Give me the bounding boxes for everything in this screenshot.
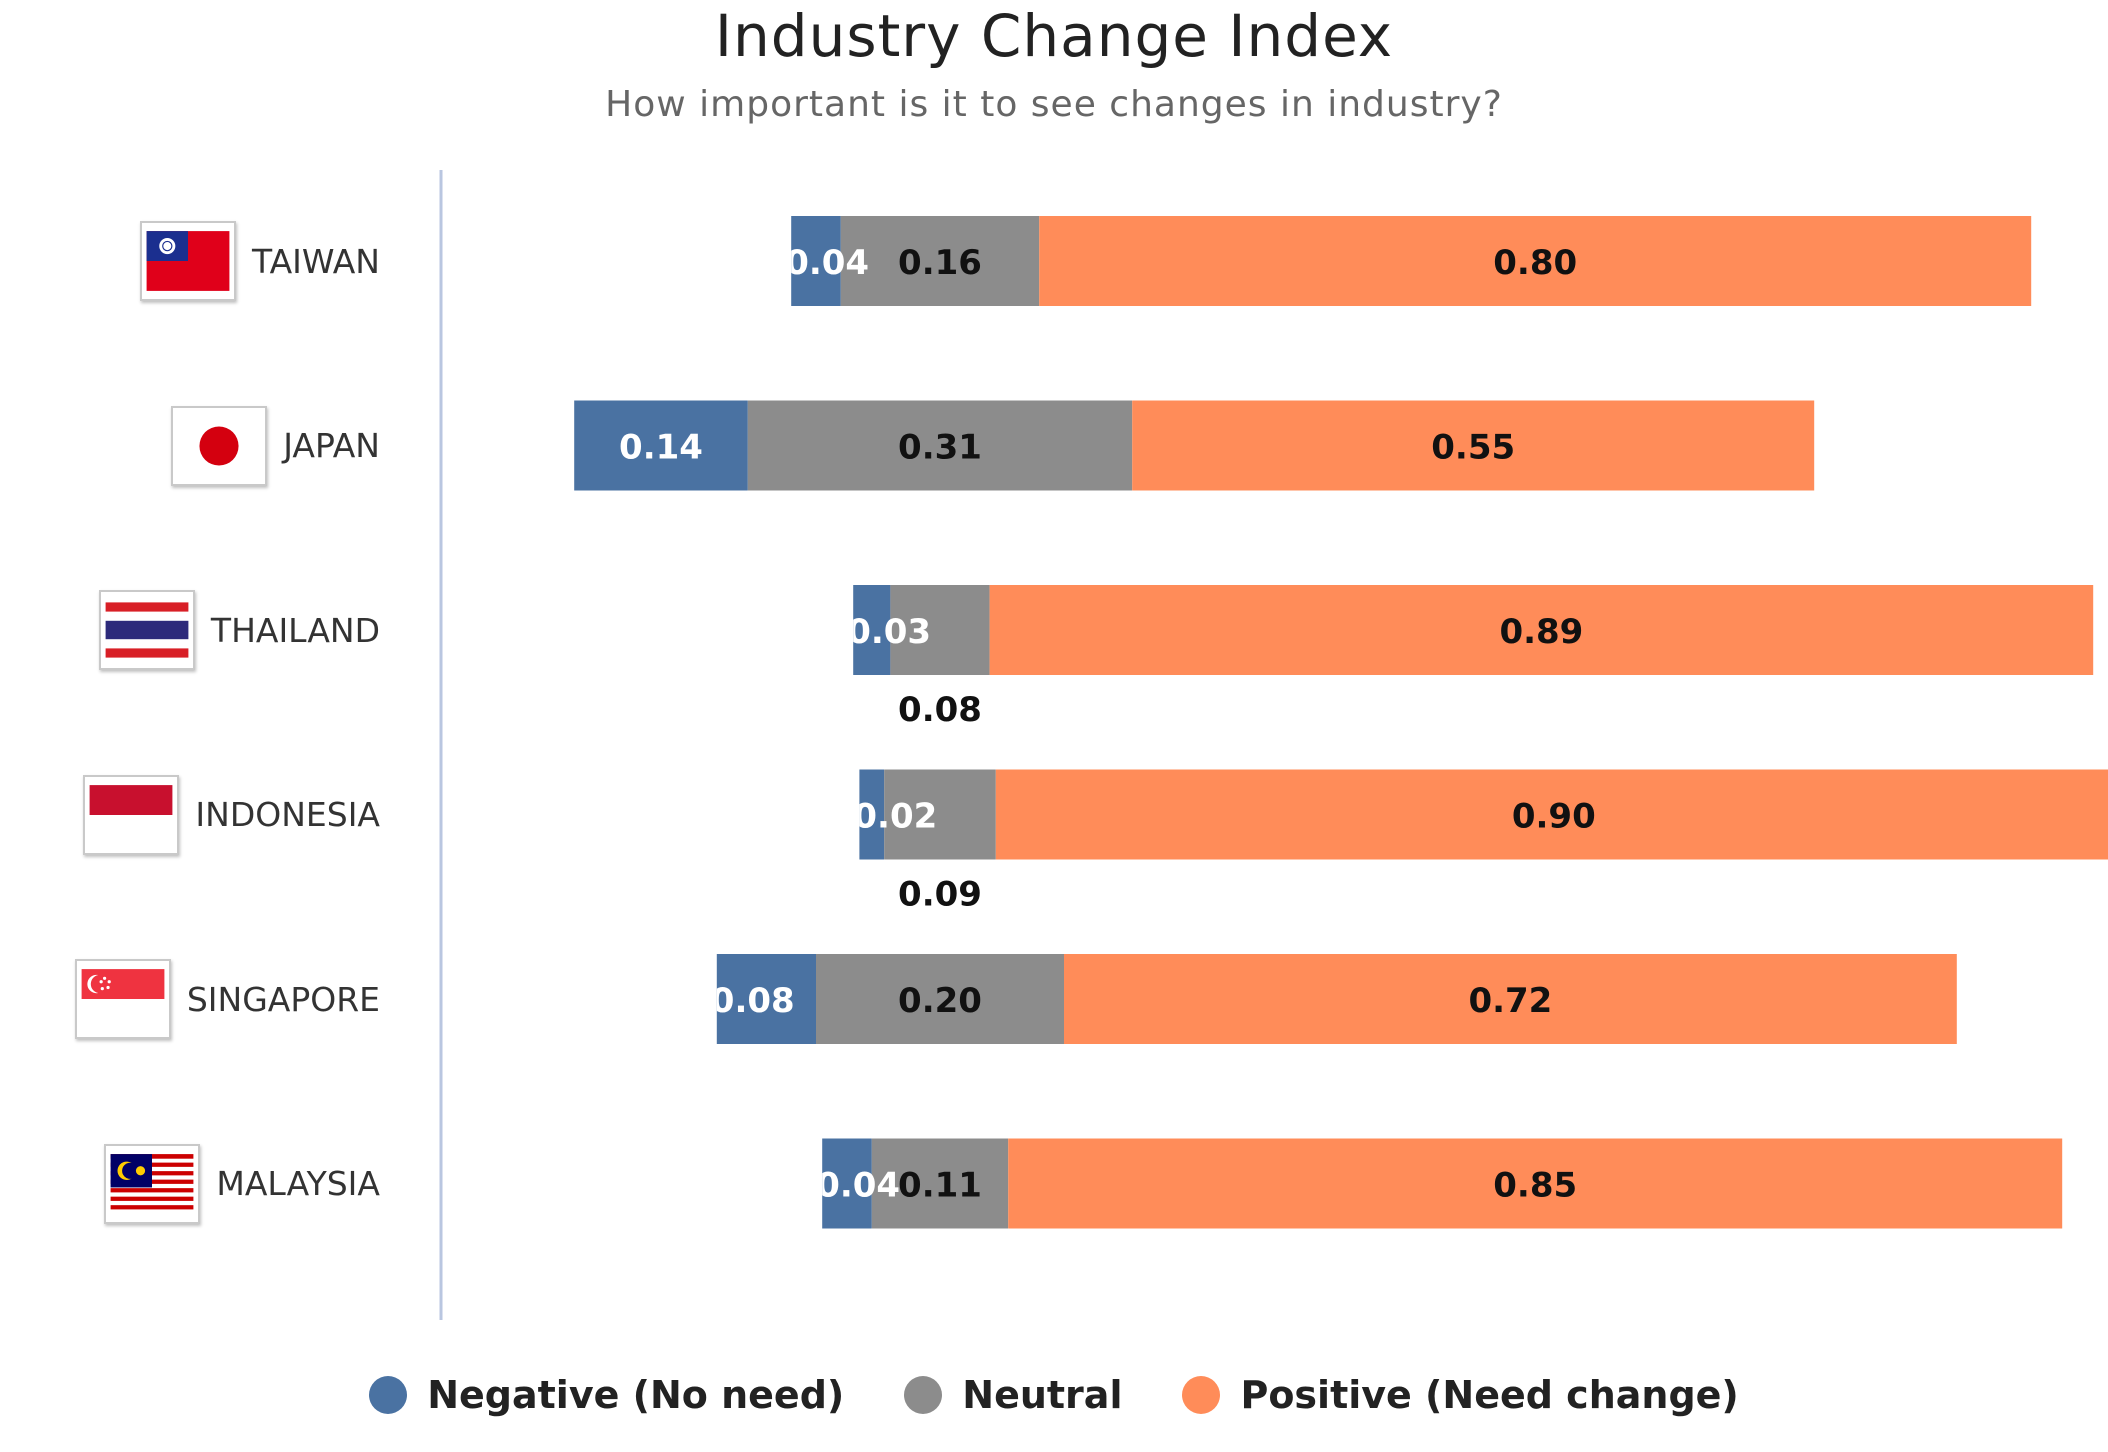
bar-group-indonesia: 0.02 0.09 0.90 xyxy=(853,769,2108,915)
data-label-negative-indonesia: 0.02 xyxy=(853,797,937,837)
category-label: SINGAPORE xyxy=(186,979,380,1019)
bar-neutral-indonesia[interactable] xyxy=(884,769,996,860)
data-label-neutral-malaysia: 0.11 xyxy=(898,1166,982,1206)
bar-neutral-japan[interactable] xyxy=(747,400,1133,491)
data-label-positive-taiwan: 0.80 xyxy=(1493,243,1577,283)
data-label-positive-thailand: 0.89 xyxy=(1499,612,1583,652)
legend-item-neutral[interactable]: Neutral xyxy=(904,1373,1122,1417)
bar-positive-indonesia[interactable] xyxy=(995,769,2108,860)
bar-group-singapore: 0.08 0.20 0.72 xyxy=(711,954,1957,1044)
category-malaysia: MALAYSIA xyxy=(104,1143,380,1224)
malaysia-flag-icon xyxy=(104,1143,201,1224)
bar-positive-thailand[interactable] xyxy=(989,585,2094,675)
data-label-neutral-japan: 0.31 xyxy=(898,428,982,468)
legend-label-neutral: Neutral xyxy=(962,1373,1123,1417)
bar-neutral-thailand[interactable] xyxy=(890,585,990,675)
bar-negative-singapore[interactable] xyxy=(716,954,816,1044)
chart-subtitle: How important is it to see changes in in… xyxy=(605,84,1503,125)
thailand-flag-icon xyxy=(98,590,195,670)
bar-negative-japan[interactable] xyxy=(574,400,748,491)
category-label: JAPAN xyxy=(283,426,380,465)
bar-negative-malaysia[interactable] xyxy=(822,1138,872,1229)
category-label: THAILAND xyxy=(210,610,380,650)
bar-neutral-singapore[interactable] xyxy=(816,954,1064,1044)
data-label-negative-taiwan: 0.04 xyxy=(785,243,869,283)
category-japan: JAPAN xyxy=(171,405,380,486)
category-taiwan: TAIWAN xyxy=(140,221,380,301)
bar-positive-japan[interactable] xyxy=(1132,400,1815,491)
legend-label-negative: Negative (No need) xyxy=(427,1373,845,1417)
category-indonesia: INDONESIA xyxy=(83,774,380,855)
legend: Negative (No need) Neutral Positive (Nee… xyxy=(0,1373,2108,1417)
data-label-negative-malaysia: 0.04 xyxy=(816,1166,900,1206)
chart-title: Industry Change Index xyxy=(714,2,1394,70)
data-label-neutral-taiwan: 0.16 xyxy=(898,243,982,283)
bar-negative-indonesia[interactable] xyxy=(859,769,885,860)
data-label-positive-singapore: 0.72 xyxy=(1468,981,1552,1021)
bar-positive-taiwan[interactable] xyxy=(1039,216,2032,306)
category-thailand: THAILAND xyxy=(98,590,380,670)
legend-dot-positive xyxy=(1182,1376,1221,1414)
singapore-flag-icon xyxy=(74,959,171,1039)
legend-label-positive: Positive (Need change) xyxy=(1240,1373,1739,1417)
japan-flag-icon xyxy=(171,405,268,486)
bar-positive-malaysia[interactable] xyxy=(1008,1138,2063,1229)
legend-item-positive[interactable]: Positive (Need change) xyxy=(1182,1373,1739,1417)
category-label: TAIWAN xyxy=(252,241,380,281)
bar-negative-thailand[interactable] xyxy=(853,585,891,675)
bar-group-japan: 0.14 0.31 0.55 xyxy=(574,400,1815,491)
category-singapore: SINGAPORE xyxy=(74,959,380,1039)
legend-dot-neutral xyxy=(904,1376,943,1414)
bar-positive-singapore[interactable] xyxy=(1064,954,1957,1044)
category-label: INDONESIA xyxy=(195,795,380,834)
bar-group-taiwan: 0.04 0.16 0.80 xyxy=(785,216,2032,306)
bar-group-thailand: 0.03 0.08 0.89 xyxy=(847,585,2094,730)
data-label-neutral-thailand: 0.08 xyxy=(898,690,982,730)
data-label-positive-indonesia: 0.90 xyxy=(1512,797,1596,837)
taiwan-flag-icon xyxy=(140,221,236,301)
legend-item-negative[interactable]: Negative (No need) xyxy=(369,1373,844,1417)
category-label: MALAYSIA xyxy=(216,1164,380,1203)
bar-negative-taiwan[interactable] xyxy=(791,216,841,306)
data-label-negative-japan: 0.14 xyxy=(619,428,703,468)
data-label-positive-japan: 0.55 xyxy=(1431,428,1515,468)
bar-neutral-malaysia[interactable] xyxy=(871,1138,1009,1229)
bar-group-malaysia: 0.040.11 0.85 xyxy=(816,1138,2063,1229)
indonesia-flag-icon xyxy=(83,774,180,855)
data-label-negative-thailand: 0.03 xyxy=(847,612,931,652)
data-label-neutral-singapore: 0.20 xyxy=(898,981,982,1021)
legend-dot-negative xyxy=(369,1376,408,1414)
bar-neutral-taiwan[interactable] xyxy=(840,216,1040,306)
data-label-negative-singapore: 0.08 xyxy=(711,981,795,1021)
data-label-positive-malaysia: 0.85 xyxy=(1493,1166,1577,1206)
data-label-neutral-indonesia: 0.09 xyxy=(898,875,982,915)
